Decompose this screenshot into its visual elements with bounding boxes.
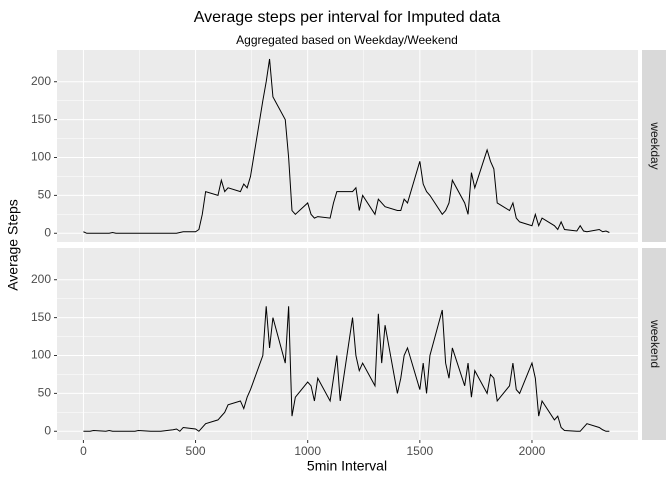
y-tick-label: 0: [44, 423, 51, 437]
x-tick-label: 0: [80, 444, 87, 458]
chart-subtitle: Aggregated based on Weekday/Weekend: [236, 33, 458, 47]
x-tick-label: 1500: [406, 444, 433, 458]
x-tick-label: 1000: [294, 444, 321, 458]
series-line: [83, 58, 610, 234]
facet-label: weekday: [648, 121, 662, 169]
y-tick-label: 150: [31, 112, 51, 126]
y-tick-label: 200: [31, 74, 51, 88]
x-axis-label: 5min Interval: [307, 458, 387, 474]
facet-label: weekend: [648, 319, 662, 368]
y-tick-label: 50: [38, 386, 52, 400]
x-tick-label: 2000: [519, 444, 546, 458]
facet-strip: [642, 248, 666, 440]
y-tick-label: 0: [44, 225, 51, 239]
y-tick-label: 50: [38, 188, 52, 202]
y-tick-label: 150: [31, 310, 51, 324]
panel-background: [57, 50, 638, 242]
x-tick-label: 500: [186, 444, 206, 458]
y-tick-label: 200: [31, 272, 51, 286]
series-line: [83, 306, 610, 432]
chart-title: Average steps per interval for Imputed d…: [194, 9, 501, 26]
y-tick-label: 100: [31, 348, 51, 362]
y-axis-label: Average Steps: [5, 199, 21, 291]
facet-strip: [642, 50, 666, 242]
y-tick-label: 100: [31, 150, 51, 164]
panel-background: [57, 248, 638, 440]
